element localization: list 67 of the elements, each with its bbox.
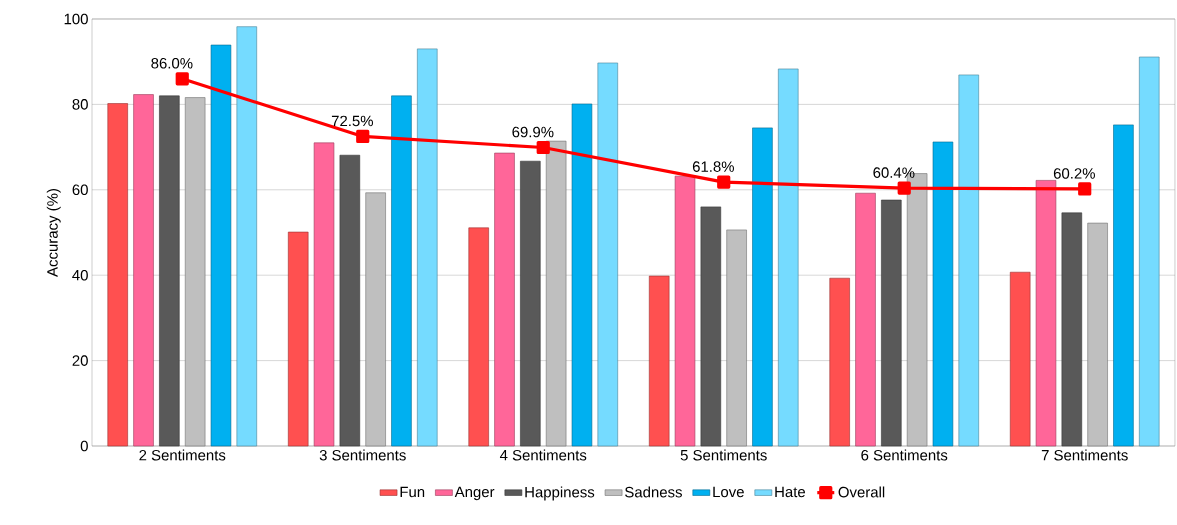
point bbox=[536, 140, 550, 155]
bar bbox=[829, 277, 850, 447]
y-tick-label: 60 bbox=[72, 184, 88, 196]
bar bbox=[958, 74, 979, 447]
x-tick-label: 3 Sentiments bbox=[319, 449, 406, 461]
data-label: 72.5% bbox=[331, 115, 373, 127]
point bbox=[356, 129, 370, 144]
bar bbox=[700, 206, 722, 447]
bar bbox=[159, 95, 180, 447]
bar bbox=[468, 227, 489, 447]
point bbox=[175, 72, 189, 86]
bar bbox=[417, 48, 438, 447]
data-label: 86.0% bbox=[151, 57, 193, 69]
y-tick-label: 80 bbox=[72, 99, 88, 110]
y-tick-label: 100 bbox=[64, 13, 88, 25]
legend-label: Love bbox=[713, 486, 744, 498]
bar bbox=[1087, 222, 1108, 447]
y-axis-title: Accuracy (%) bbox=[46, 189, 61, 277]
bar bbox=[932, 141, 954, 447]
legend-label: Overall bbox=[838, 486, 885, 498]
y-tick-label: 40 bbox=[72, 269, 88, 281]
bar bbox=[107, 103, 128, 447]
legend-label: Fun bbox=[400, 486, 425, 498]
bar bbox=[210, 44, 232, 447]
y-tick-label: 20 bbox=[72, 355, 88, 366]
bar bbox=[1009, 271, 1031, 447]
x-tick-label: 7 Sentiments bbox=[1041, 449, 1128, 461]
bar bbox=[1061, 212, 1083, 447]
bar bbox=[520, 160, 541, 447]
data-label: 61.8% bbox=[692, 161, 734, 172]
bar bbox=[1035, 180, 1057, 447]
point bbox=[717, 175, 731, 189]
legend-label: Hate bbox=[775, 486, 806, 498]
x-tick-label: 5 Sentiments bbox=[680, 449, 767, 461]
bar bbox=[391, 95, 412, 447]
bar bbox=[236, 26, 257, 447]
legend-label: Sadness bbox=[625, 486, 682, 498]
bar bbox=[133, 94, 154, 447]
bar bbox=[313, 142, 335, 447]
data-label: 60.4% bbox=[873, 167, 915, 178]
bar bbox=[494, 152, 515, 447]
bar bbox=[648, 275, 670, 447]
bar bbox=[752, 127, 773, 447]
data-label: 69.9% bbox=[512, 126, 554, 138]
bar bbox=[545, 140, 567, 447]
bar bbox=[881, 199, 902, 447]
x-tick-label: 2 Sentiments bbox=[139, 449, 226, 461]
bar bbox=[674, 175, 696, 447]
bar bbox=[184, 97, 206, 447]
bar bbox=[855, 192, 876, 447]
bar bbox=[571, 103, 593, 447]
legend-label: Happiness bbox=[525, 486, 595, 501]
point bbox=[1078, 182, 1092, 196]
bar bbox=[1113, 124, 1134, 447]
legend-label: Anger bbox=[454, 486, 495, 501]
bar bbox=[726, 229, 747, 447]
y-tick-label: 0 bbox=[80, 440, 88, 452]
bar bbox=[778, 68, 799, 447]
bar bbox=[597, 62, 618, 447]
bar bbox=[365, 192, 386, 447]
bar bbox=[1139, 56, 1160, 447]
x-tick-label: 6 Sentiments bbox=[861, 449, 948, 461]
x-tick-label: 4 Sentiments bbox=[499, 449, 587, 461]
point bbox=[897, 181, 911, 195]
bar bbox=[287, 231, 309, 447]
bar bbox=[339, 154, 361, 447]
data-label: 60.2% bbox=[1053, 168, 1095, 179]
